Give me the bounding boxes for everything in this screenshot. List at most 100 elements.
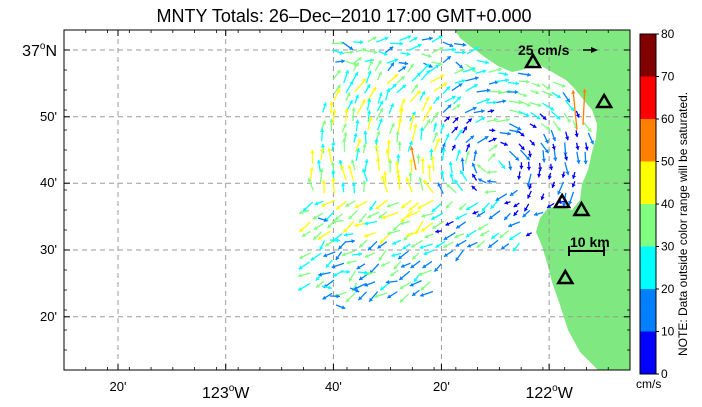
current-vector-head xyxy=(456,104,461,109)
current-vector-head xyxy=(527,153,533,158)
current-vector-head xyxy=(413,123,418,128)
current-vector-head xyxy=(537,173,542,178)
current-vector-head xyxy=(431,216,436,220)
current-vector-head xyxy=(409,63,414,68)
current-vector-head xyxy=(519,165,524,170)
current-vector-head xyxy=(358,252,362,257)
colorbar-tick-label: 50 xyxy=(661,155,675,169)
current-vector-head xyxy=(488,243,493,248)
current-vector-head xyxy=(299,227,304,232)
current-vector-head xyxy=(313,226,318,230)
current-vector-head xyxy=(350,159,355,164)
current-vector-head xyxy=(345,202,350,207)
current-vector-head xyxy=(409,158,414,163)
current-vector-head xyxy=(307,178,312,183)
current-vector-head xyxy=(428,106,432,111)
y-tick-label: 30' xyxy=(40,242,57,257)
current-vector-head xyxy=(354,94,359,99)
current-vector-head xyxy=(549,166,554,171)
current-vector-head xyxy=(445,221,450,226)
current-vector-head xyxy=(348,277,353,282)
current-vector-head xyxy=(364,270,368,275)
current-vector-head xyxy=(417,43,422,48)
current-vector-head xyxy=(399,221,404,226)
colorbar-tick-label: 40 xyxy=(661,197,675,211)
x-tick-degrees: 123 xyxy=(202,385,229,402)
current-vector-head xyxy=(503,142,508,147)
land-area xyxy=(455,30,630,370)
current-vector-head xyxy=(544,149,549,154)
station-marker-icon xyxy=(556,268,575,285)
current-vector-head xyxy=(473,150,478,155)
current-vector-head xyxy=(571,183,576,188)
current-vector-head xyxy=(309,167,314,171)
current-vector-head xyxy=(357,138,362,143)
current-vector-head xyxy=(458,83,463,88)
current-vector-head xyxy=(346,269,350,275)
current-vector-head xyxy=(405,177,410,182)
current-vector-head xyxy=(466,206,471,211)
current-vector-head xyxy=(336,205,341,210)
current-vector-head xyxy=(402,66,407,71)
current-vector-head xyxy=(400,76,405,80)
current-vector-head xyxy=(339,50,344,55)
current-vector-head xyxy=(435,229,439,234)
current-vector-head xyxy=(575,146,580,150)
current-vector-head xyxy=(517,175,522,180)
current-vectors xyxy=(297,35,595,310)
current-vector-head xyxy=(302,233,307,237)
current-vector-head xyxy=(491,153,496,158)
current-vector-head xyxy=(341,59,345,64)
current-vector-head xyxy=(398,255,403,259)
current-vector-head xyxy=(449,43,454,48)
y-tick-label: 40' xyxy=(40,175,57,190)
current-vector-head xyxy=(362,47,367,52)
current-vector-head xyxy=(399,285,404,290)
current-vector-head xyxy=(316,159,322,164)
current-vector xyxy=(410,146,417,171)
degree-symbol: o xyxy=(552,383,558,394)
current-vector-head xyxy=(467,243,472,248)
current-vector-head xyxy=(353,133,358,137)
current-vector-head xyxy=(537,102,542,108)
current-vector-head xyxy=(412,292,417,296)
current-vector-head xyxy=(454,117,459,122)
current-vector-head xyxy=(583,160,588,165)
current-vector-head xyxy=(342,123,347,128)
current-vector-head xyxy=(374,294,379,299)
current-vector-head xyxy=(366,110,372,114)
current-vector-head xyxy=(321,180,326,184)
current-vector-head xyxy=(338,245,343,250)
current-vector-head xyxy=(374,144,379,149)
current-vector-head xyxy=(408,140,413,145)
current-vector-head xyxy=(344,108,349,112)
current-vector-head xyxy=(367,70,372,75)
current-vector-head xyxy=(416,154,421,159)
current-vector-head xyxy=(455,215,460,220)
current-vector-head xyxy=(568,200,573,205)
station-marker-icon xyxy=(523,52,543,69)
current-vector-head xyxy=(570,107,574,112)
current-vector-head xyxy=(504,216,509,221)
current-vector-head xyxy=(364,221,369,226)
current-vector-head xyxy=(347,164,352,169)
current-vector-head xyxy=(571,90,576,94)
current-vector-head xyxy=(439,47,444,51)
current-vector-head xyxy=(557,190,562,195)
colorbar-tick-label: 30 xyxy=(661,240,675,254)
scale-arrow-head xyxy=(591,47,598,53)
current-vector-head xyxy=(473,84,478,88)
current-vector-head xyxy=(545,126,550,130)
current-vector-head xyxy=(397,141,402,145)
station-marker-icon xyxy=(594,92,614,109)
current-vector-head xyxy=(435,138,440,143)
current-vector-head xyxy=(438,61,443,66)
current-vector-head xyxy=(393,226,398,231)
current-vector-head xyxy=(354,204,359,209)
current-vector-head xyxy=(363,130,368,135)
current-vector-head xyxy=(548,92,553,97)
current-vector-head xyxy=(393,265,398,270)
current-vector-head xyxy=(523,93,528,98)
current-vector-head xyxy=(367,98,372,103)
current-vector-head xyxy=(499,234,504,238)
